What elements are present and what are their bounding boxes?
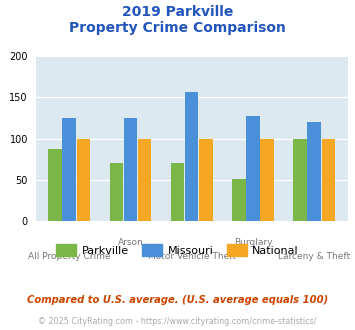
Bar (110, 163, 123, 221)
Text: Motor Vehicle Theft: Motor Vehicle Theft (148, 252, 236, 261)
Bar (77, 139, 90, 221)
Text: Arson: Arson (118, 238, 143, 247)
Bar (62, 118, 76, 221)
Text: All Property Crime: All Property Crime (28, 252, 110, 261)
Bar (48, 149, 62, 221)
Legend: Parkville, Missouri, National: Parkville, Missouri, National (51, 240, 304, 260)
Bar (246, 116, 260, 221)
Text: Burglary: Burglary (234, 238, 272, 247)
Bar (307, 122, 321, 221)
Text: Property Crime Comparison: Property Crime Comparison (69, 21, 286, 35)
Text: © 2025 CityRating.com - https://www.cityrating.com/crime-statistics/: © 2025 CityRating.com - https://www.city… (38, 317, 317, 326)
Bar (124, 118, 137, 221)
Bar (185, 91, 198, 221)
Bar (232, 179, 246, 221)
Text: Compared to U.S. average. (U.S. average equals 100): Compared to U.S. average. (U.S. average … (27, 295, 328, 305)
Text: 2019 Parkville: 2019 Parkville (122, 5, 233, 19)
Bar (199, 139, 213, 221)
Bar (293, 139, 307, 221)
Text: Larceny & Theft: Larceny & Theft (278, 252, 350, 261)
Bar (138, 139, 151, 221)
Bar (322, 139, 335, 221)
Bar (260, 139, 274, 221)
Bar (171, 163, 184, 221)
